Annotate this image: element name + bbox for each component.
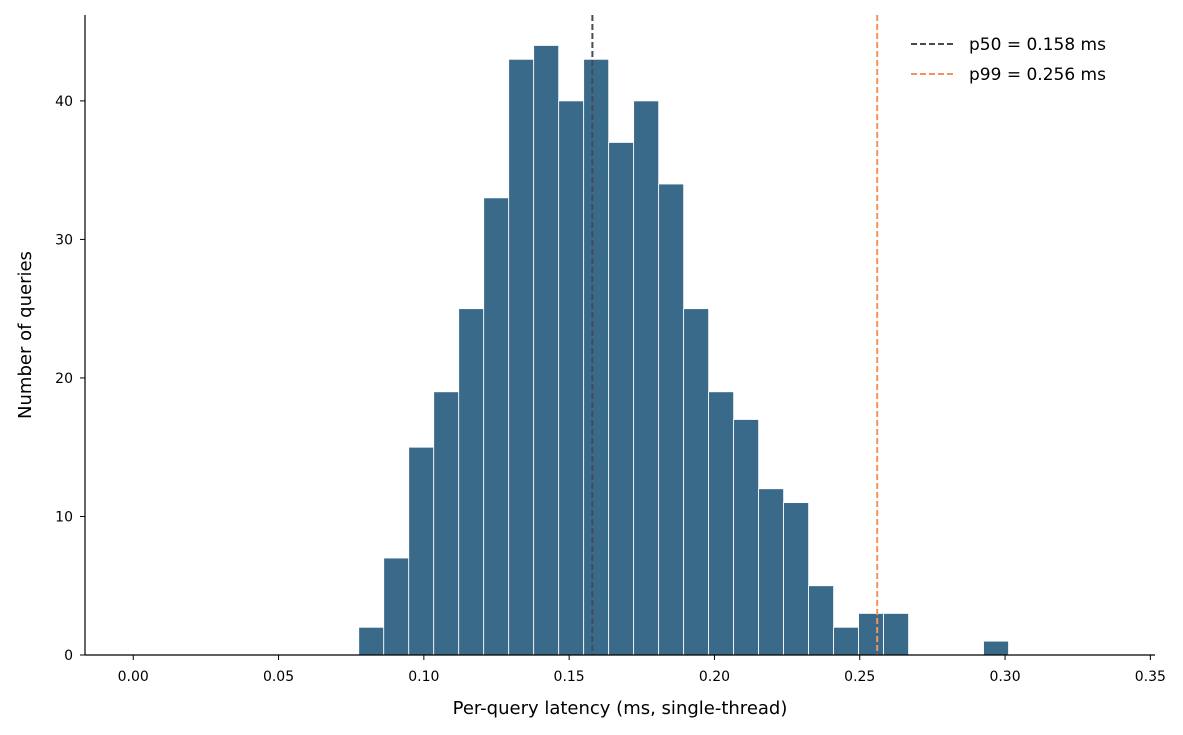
histogram-bar bbox=[583, 58, 610, 656]
legend-entry-label: p99 = 0.256 ms bbox=[969, 65, 1106, 85]
x-tick-label: 0.15 bbox=[554, 669, 585, 685]
histogram-bar bbox=[758, 488, 785, 656]
histogram-bar bbox=[458, 308, 485, 656]
histogram-bar bbox=[558, 100, 585, 656]
y-tick-label: 0 bbox=[64, 648, 73, 664]
x-axis-label: Per-query latency (ms, single-thread) bbox=[453, 698, 788, 719]
histogram-bar bbox=[733, 419, 760, 656]
histogram-bar bbox=[508, 58, 535, 656]
histogram-bar bbox=[783, 502, 810, 656]
legend: p50 = 0.158 ms p99 = 0.256 ms bbox=[911, 35, 1106, 85]
x-tick-label: 0.30 bbox=[989, 669, 1020, 685]
histogram-bar bbox=[483, 197, 510, 656]
histogram-bar bbox=[533, 45, 560, 656]
histogram-bar bbox=[833, 626, 859, 656]
x-tick-label: 0.25 bbox=[844, 669, 875, 685]
y-tick-label: 10 bbox=[55, 509, 73, 525]
histogram-bar bbox=[858, 613, 884, 656]
x-tick-label: 0.05 bbox=[263, 669, 294, 685]
legend-entry-label: p50 = 0.158 ms bbox=[969, 35, 1106, 55]
y-tick-label: 20 bbox=[55, 371, 73, 387]
histogram-bar bbox=[358, 626, 385, 656]
x-tick-label: 0.00 bbox=[118, 669, 149, 685]
histogram-bar bbox=[683, 308, 710, 656]
histogram-bar bbox=[708, 391, 735, 656]
x-ticks: 0.00 0.05 0.10 0.15 0.20 0.25 0.30 0.35 bbox=[118, 655, 1166, 685]
histogram-bar bbox=[383, 557, 410, 656]
histogram-bar bbox=[808, 585, 834, 656]
histogram-bars bbox=[358, 45, 1009, 656]
y-axis-label: Number of queries bbox=[15, 251, 36, 419]
y-ticks: 0 10 20 30 40 bbox=[55, 94, 85, 664]
x-tick-label: 0.20 bbox=[699, 669, 730, 685]
histogram-bar bbox=[433, 391, 460, 656]
y-tick-label: 40 bbox=[55, 94, 73, 110]
histogram-bar bbox=[608, 142, 635, 656]
x-tick-label: 0.10 bbox=[408, 669, 439, 685]
histogram-bar bbox=[633, 100, 660, 656]
y-tick-label: 30 bbox=[55, 232, 73, 248]
histogram-bar bbox=[658, 183, 685, 656]
histogram-bar bbox=[983, 640, 1009, 656]
axes bbox=[84, 15, 1155, 656]
x-tick-label: 0.35 bbox=[1135, 669, 1166, 685]
histogram-bar bbox=[883, 613, 909, 656]
reference-lines bbox=[591, 15, 879, 655]
histogram-bar bbox=[408, 446, 435, 656]
